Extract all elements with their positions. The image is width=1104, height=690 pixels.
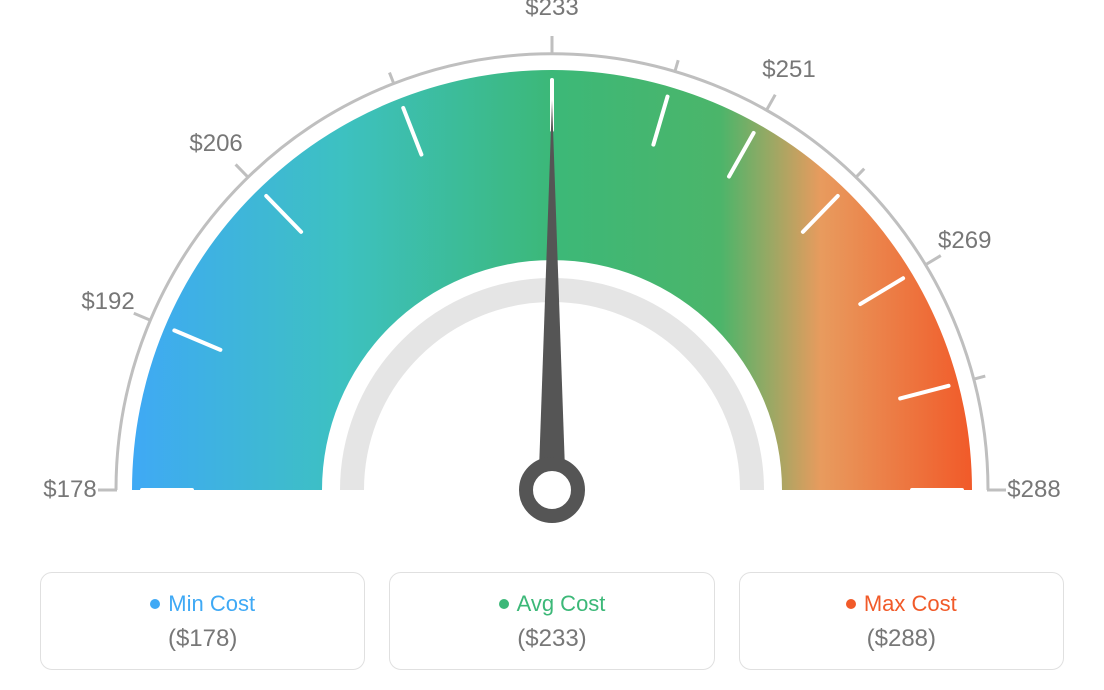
gauge-tick-label: $178: [43, 476, 96, 504]
gauge-chart-container: $178 $192 $206 $233 $251 $269 $288 Min Cost ($…: [0, 0, 1104, 690]
gauge-tick-label: $288: [1007, 476, 1060, 504]
gauge: $178 $192 $206 $233 $251 $269 $288: [0, 0, 1104, 560]
legend-label-min: Min Cost: [168, 591, 255, 617]
gauge-tick-label: $192: [81, 288, 134, 316]
legend-card-min: Min Cost ($178): [40, 572, 365, 670]
legend-card-max: Max Cost ($288): [739, 572, 1064, 670]
legend: Min Cost ($178) Avg Cost ($233) Max Cost…: [40, 572, 1064, 670]
dot-icon: [499, 599, 509, 609]
legend-value-min: ($178): [51, 625, 354, 653]
dot-icon: [846, 599, 856, 609]
legend-label-avg: Avg Cost: [517, 591, 606, 617]
gauge-tick-label: $269: [938, 227, 991, 255]
legend-card-avg: Avg Cost ($233): [389, 572, 714, 670]
legend-label-max: Max Cost: [864, 591, 957, 617]
legend-title-min: Min Cost: [150, 591, 255, 617]
legend-title-max: Max Cost: [846, 591, 957, 617]
gauge-svg: [0, 0, 1104, 560]
legend-value-max: ($288): [750, 625, 1053, 653]
gauge-tick-label: $233: [525, 0, 578, 22]
legend-title-avg: Avg Cost: [499, 591, 606, 617]
gauge-tick-label: $251: [762, 56, 815, 84]
legend-value-avg: ($233): [400, 625, 703, 653]
gauge-tick-label: $206: [189, 130, 242, 158]
dot-icon: [150, 599, 160, 609]
